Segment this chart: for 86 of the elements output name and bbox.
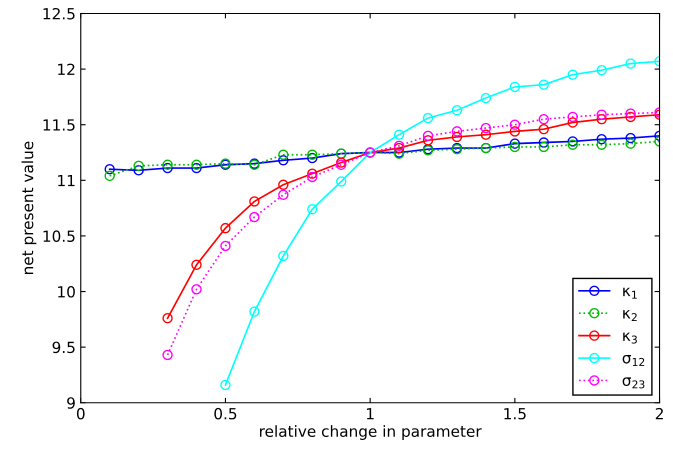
point [480, 122, 492, 134]
x-tick-label: 1.5 [504, 408, 526, 420]
point [596, 109, 607, 120]
point [394, 130, 404, 140]
point [510, 126, 520, 137]
point [191, 162, 202, 174]
point [336, 160, 346, 170]
point [596, 140, 607, 150]
point [625, 132, 636, 144]
point [307, 150, 318, 160]
point [307, 152, 318, 164]
point [422, 135, 434, 146]
point [133, 160, 144, 172]
point [568, 117, 578, 128]
y-tick-label: 12.5 [44, 8, 75, 20]
point [104, 164, 115, 174]
point [625, 112, 636, 122]
point [336, 157, 346, 168]
y-tick-label: 10 [58, 286, 75, 298]
point [596, 65, 607, 76]
point [133, 165, 144, 176]
point [307, 204, 318, 214]
point [191, 160, 202, 170]
point [538, 79, 549, 90]
point [510, 142, 520, 152]
point [307, 172, 318, 182]
point [538, 114, 549, 124]
point [162, 350, 173, 360]
point [278, 155, 289, 166]
point [538, 137, 549, 148]
point [307, 168, 318, 179]
point [510, 138, 520, 149]
point [249, 212, 260, 222]
legend-label: κ$_{3}$ [623, 332, 637, 344]
y-tick-label: 10.5 [44, 230, 75, 242]
x-tick-label: 2 [656, 408, 663, 420]
point [568, 69, 578, 80]
point [568, 140, 578, 150]
point [625, 108, 636, 119]
legend-label: σ$_{12}$ [622, 354, 644, 366]
y-tick-label: 12 [58, 64, 74, 75]
point [220, 380, 231, 390]
point [422, 112, 434, 124]
point [568, 112, 578, 122]
point [510, 82, 520, 92]
point [278, 150, 289, 160]
point [278, 190, 289, 200]
y-tick-label: 11 [58, 174, 74, 186]
y-tick-label: 9 [67, 397, 75, 409]
legend-label: κ$_{2}$ [623, 310, 637, 322]
point [162, 160, 173, 170]
point [452, 105, 462, 116]
legend-label: σ$_{23}$ [622, 377, 644, 388]
point [596, 134, 607, 144]
point [278, 180, 289, 190]
point [278, 250, 289, 262]
point [452, 126, 462, 137]
point [568, 136, 578, 147]
x-tick-label: 1 [366, 408, 374, 420]
point [249, 196, 260, 207]
x-axis-title: relative change in parameter [260, 425, 482, 440]
point [422, 130, 434, 142]
point [538, 142, 549, 152]
y-axis-title: net present value [22, 142, 36, 274]
point [162, 313, 173, 324]
x-tick-label: 0 [76, 408, 85, 420]
point [104, 170, 115, 182]
x-tick-label: 0.5 [214, 408, 236, 420]
point [480, 92, 492, 104]
point [510, 120, 520, 130]
point [596, 114, 607, 124]
y-tick-label: 9.5 [52, 342, 75, 354]
point [538, 124, 549, 134]
legend-label: κ$_{1}$ [623, 288, 637, 299]
point [336, 176, 346, 187]
point [220, 240, 231, 252]
point [480, 130, 492, 140]
y-tick-label: 11.5 [44, 119, 75, 131]
point [249, 306, 260, 317]
point [191, 260, 202, 270]
point [625, 138, 636, 149]
point [191, 284, 202, 295]
point [625, 58, 636, 69]
point [162, 162, 173, 174]
point [452, 132, 462, 142]
point [220, 222, 231, 234]
